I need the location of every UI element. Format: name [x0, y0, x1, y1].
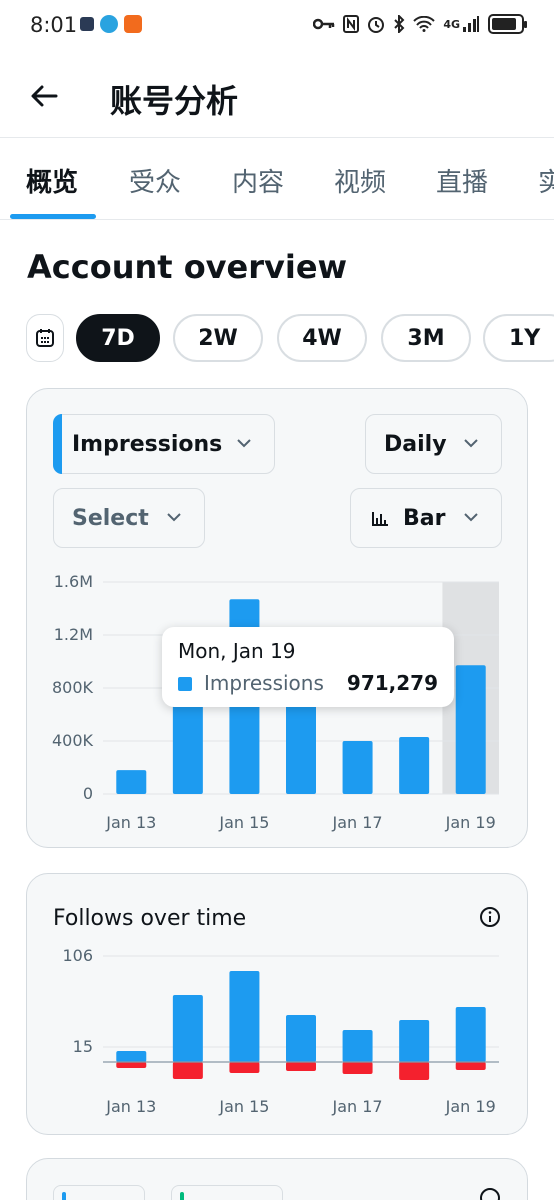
period-chip-7d[interactable]: 7D [76, 314, 160, 362]
impressions-card: Impressions Daily Select Bar 0 400K 800K 1.… [26, 388, 528, 848]
follow-bar [229, 971, 260, 1062]
cat-app-icon [80, 17, 94, 31]
follow-bar [172, 995, 203, 1062]
telegram-icon [100, 15, 118, 33]
follow-bar [455, 1007, 486, 1062]
compare-dropdown[interactable]: Select [53, 488, 205, 548]
metric-dropdown-label: Impressions [72, 431, 223, 457]
x-tick-label: Jan 19 [445, 1097, 496, 1116]
follows-card: Follows over time 15 106 Jan 13 Jan 15 Jan 1… [26, 873, 528, 1135]
period-selector: 7D 2W 4W 3M 1Y [0, 310, 554, 366]
follow-bar [286, 1015, 316, 1062]
y-tick-label: 800K [51, 678, 93, 697]
legend-swatch [180, 1192, 184, 1200]
notification-icons [80, 15, 142, 33]
orange-app-icon [124, 15, 142, 33]
next-card [26, 1158, 528, 1200]
bar-jan-17 [342, 741, 373, 794]
tab-realtime[interactable]: 实 [538, 162, 554, 199]
y-tick-label: 106 [62, 946, 93, 965]
chevron-down-icon [167, 513, 181, 522]
unfollow-bar [455, 1062, 486, 1070]
follows-chart[interactable] [27, 874, 528, 1135]
y-tick-label: 1.2M [53, 625, 93, 644]
bar-chart-icon [372, 512, 388, 526]
page-title: 账号分析 [110, 82, 239, 120]
interval-dropdown[interactable]: Daily [365, 414, 502, 474]
unfollow-bar [229, 1062, 260, 1073]
follow-bar [116, 1051, 147, 1062]
tab-content[interactable]: 内容 [232, 168, 285, 198]
x-tick-label: Jan 17 [332, 813, 383, 832]
back-arrow-icon[interactable] [28, 80, 60, 112]
metric-color-marker [53, 414, 62, 474]
x-tick-label: Jan 13 [106, 813, 157, 832]
tab-overview[interactable]: 概览 [26, 168, 79, 198]
chevron-down-icon [237, 439, 251, 448]
y-tick-label: 400K [51, 731, 93, 750]
chart-tooltip: Mon, Jan 19 Impressions 971,279 [162, 627, 454, 707]
calendar-button[interactable] [26, 314, 64, 362]
section-title: Account overview [27, 248, 348, 286]
x-tick-label: Jan 15 [219, 813, 270, 832]
y-tick-label: 0 [82, 784, 93, 803]
wifi-icon [413, 16, 436, 32]
tooltip-value: 971,279 [346, 671, 438, 695]
period-chip-4w[interactable]: 4W [277, 314, 367, 362]
metric-dropdown[interactable]: Impressions [53, 414, 275, 474]
key-icon [313, 18, 335, 30]
follows-title: Follows over time [53, 906, 247, 931]
tooltip-series-swatch [178, 677, 192, 691]
unfollow-bar [286, 1062, 316, 1071]
x-tick-label: Jan 13 [106, 1097, 157, 1116]
chevron-down-icon [464, 513, 478, 522]
unfollow-bar [399, 1062, 430, 1080]
signal-icon [463, 16, 479, 32]
interval-dropdown-label: Daily [384, 431, 447, 457]
legend-swatch [62, 1192, 66, 1200]
tab-bar: 概览 受众 内容 视频 直播 实 [0, 138, 554, 220]
status-bar: 8:01 4G [0, 0, 554, 54]
x-tick-label: Jan 19 [445, 813, 496, 832]
chevron-down-icon [464, 439, 478, 448]
period-chip-1y[interactable]: 1Y [483, 314, 554, 362]
unfollow-bar [116, 1062, 147, 1068]
bar-jan-18 [399, 737, 430, 794]
follow-bar [342, 1030, 373, 1062]
battery-level [492, 18, 516, 30]
legend-chip[interactable] [171, 1185, 283, 1200]
tooltip-date: Mon, Jan 19 [178, 639, 296, 663]
x-tick-label: Jan 15 [219, 1097, 270, 1116]
app-header: 账号分析 [0, 54, 554, 138]
bar-jan-19 [455, 665, 486, 794]
legend-chip[interactable] [53, 1185, 145, 1200]
tooltip-series-name: Impressions [204, 671, 324, 695]
active-tab-indicator [10, 214, 96, 219]
alarm-icon [368, 17, 385, 33]
tab-live[interactable]: 直播 [436, 168, 489, 198]
tab-audience[interactable]: 受众 [129, 168, 182, 198]
info-icon[interactable] [479, 906, 501, 928]
period-chip-3m[interactable]: 3M [381, 314, 471, 362]
chart-type-dropdown[interactable]: Bar [350, 488, 502, 548]
bar-jan-13 [116, 770, 147, 794]
chart-type-dropdown-label: Bar [403, 505, 446, 531]
y-tick-label: 1.6M [53, 572, 93, 591]
y-tick-label: 15 [72, 1037, 93, 1056]
x-tick-label: Jan 17 [332, 1097, 383, 1116]
battery-icon [488, 14, 527, 34]
period-chip-2w[interactable]: 2W [173, 314, 263, 362]
calendar-icon [36, 329, 54, 347]
unfollow-bar [172, 1062, 203, 1079]
system-icons: 4G [313, 14, 527, 34]
info-icon[interactable] [479, 1187, 501, 1200]
compare-dropdown-label: Select [72, 505, 149, 531]
unfollow-bar [342, 1062, 373, 1074]
tab-video[interactable]: 视频 [334, 168, 387, 198]
nfc-icon [343, 15, 360, 33]
status-time: 8:01 [30, 13, 78, 37]
bluetooth-icon [394, 15, 405, 33]
network-type-label: 4G [443, 17, 460, 31]
follow-bar [399, 1020, 430, 1062]
